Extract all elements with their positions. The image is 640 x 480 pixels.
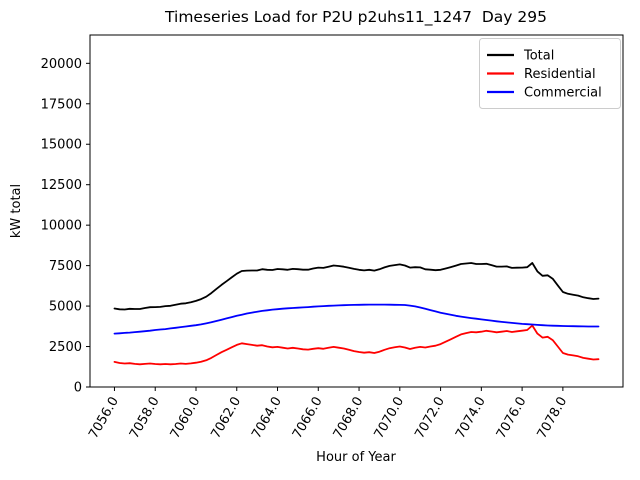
legend-label-residential: Residential [524,67,596,82]
series-line-residential [113,324,600,366]
x-tick-label: 7076.0 [494,395,530,442]
y-tick-label: 5000 [49,300,82,315]
x-tick-label: 7064.0 [249,395,285,442]
y-tick-label: 12500 [41,178,82,193]
x-tick-label: 7074.0 [453,395,489,442]
legend: Total Residential Commercial [479,38,621,109]
x-tick-label: 7072.0 [412,395,448,442]
x-tick-label: 7068.0 [331,395,367,442]
y-axis-ticks: 0 2500 5000 7500 10000 12500 15000 17500 20000 [41,57,90,396]
legend-label-total: Total [523,49,554,64]
legend-item-commercial: Commercial [487,86,602,101]
x-axis-label: Hour of Year [316,450,396,465]
legend-box [479,38,621,109]
x-tick-label: 7058.0 [127,395,163,442]
y-tick-label: 2500 [49,340,82,355]
y-tick-label: 17500 [41,97,82,112]
legend-item-total: Total [487,49,554,64]
x-tick-label: 7070.0 [372,395,408,442]
y-tick-label: 10000 [41,219,82,234]
x-tick-label: 7066.0 [290,395,326,442]
x-tick-label: 7060.0 [168,395,204,442]
x-tick-label: 7078.0 [535,395,571,442]
legend-label-commercial: Commercial [524,86,602,101]
x-tick-label: 7062.0 [208,395,244,442]
y-tick-label: 15000 [41,138,82,153]
y-tick-label: 20000 [41,57,82,72]
series-line-total [113,262,600,311]
y-tick-label: 7500 [49,259,82,274]
series-lines [113,262,600,366]
chart-title: Timeseries Load for P2U p2uhs11_1247 Day… [164,8,547,27]
series-line-commercial [113,303,600,335]
legend-item-residential: Residential [487,67,596,82]
x-tick-label: 7056.0 [86,395,122,442]
y-axis-label: kW total [9,184,24,238]
x-axis-ticks: 7056.0 7058.0 7060.0 7062.0 7064.0 7066.0 7068… [86,387,570,441]
y-tick-label: 0 [74,381,82,396]
